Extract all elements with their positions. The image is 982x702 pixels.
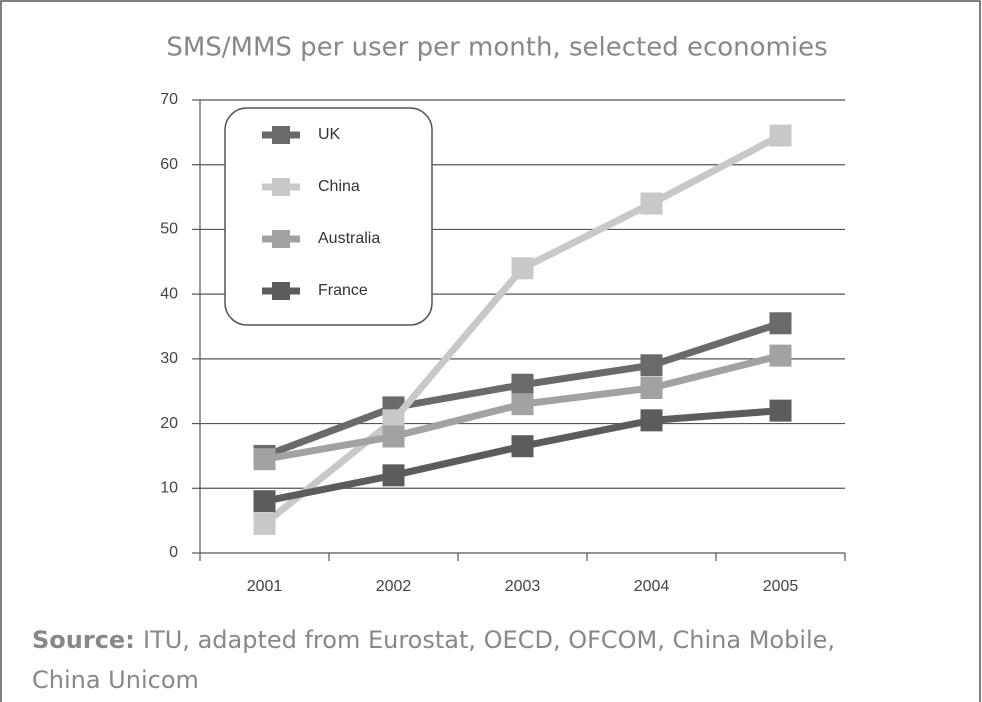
x-tick-label: 2005 — [763, 578, 799, 595]
y-tick-label: 50 — [160, 221, 178, 238]
point-marker — [640, 354, 663, 377]
point-marker — [769, 312, 792, 335]
x-tick-label: 2001 — [247, 578, 283, 595]
point-marker — [769, 344, 792, 367]
point-marker — [253, 448, 276, 471]
y-tick-label: 70 — [160, 91, 178, 108]
point-marker — [253, 512, 276, 535]
y-tick-label: 20 — [160, 415, 178, 432]
point-marker — [640, 409, 663, 432]
point-marker — [511, 435, 534, 458]
x-tick-label: 2003 — [505, 578, 541, 595]
point-marker — [382, 425, 405, 448]
legend-label: China — [318, 178, 360, 195]
legend-box — [224, 107, 433, 326]
point-marker — [511, 393, 534, 416]
y-tick-label: 40 — [160, 285, 178, 302]
legend-label: France — [318, 282, 368, 299]
point-marker — [640, 376, 663, 399]
y-tick-label: 60 — [160, 156, 178, 173]
point-marker — [640, 192, 663, 215]
y-tick-label: 30 — [160, 350, 178, 367]
source-text: ITU, adapted from Eurostat, OECD, OFCOM,… — [143, 626, 835, 654]
point-marker — [511, 257, 534, 280]
point-marker — [382, 464, 405, 487]
chart-title: SMS/MMS per user per month, selected eco… — [166, 33, 827, 63]
legend-swatch — [272, 230, 290, 248]
legend-swatch — [272, 126, 290, 144]
point-marker — [769, 124, 792, 147]
point-marker — [511, 373, 534, 396]
x-tick-label: 2002 — [376, 578, 412, 595]
x-tick-label: 2004 — [634, 578, 670, 595]
y-tick-label: 10 — [160, 480, 178, 497]
source-label: Source: — [32, 626, 135, 654]
legend-swatch — [272, 178, 290, 196]
point-marker — [253, 490, 276, 513]
point-marker — [769, 399, 792, 422]
legend-label: Australia — [318, 230, 380, 247]
legend-label: UK — [318, 126, 341, 143]
y-tick-label: 0 — [169, 544, 178, 561]
source-text: China Unicom — [32, 666, 199, 694]
legend-swatch — [272, 282, 290, 300]
